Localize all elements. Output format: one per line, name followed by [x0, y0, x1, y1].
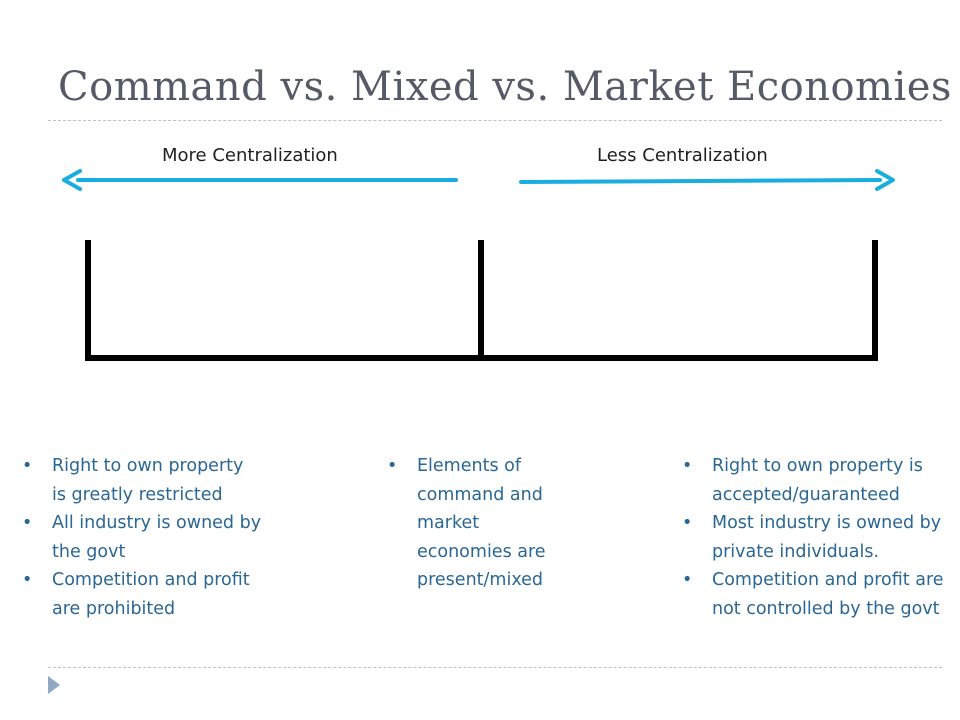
right-arrow — [519, 169, 895, 191]
list-item: Competition and profit are prohibited — [22, 566, 262, 623]
list-item: Elements of command and market economies… — [387, 452, 567, 595]
less-centralization-label: Less Centralization — [597, 145, 768, 166]
footer-divider — [48, 667, 942, 668]
title-divider — [48, 120, 942, 121]
list-item: Right to own property is greatly restric… — [22, 452, 262, 509]
list-item: Most industry is owned by private indivi… — [682, 509, 950, 566]
mixed-economy-list: Elements of command and market economies… — [387, 452, 567, 595]
more-centralization-label: More Centralization — [162, 145, 338, 166]
list-item: Right to own property is accepted/guaran… — [682, 452, 950, 509]
triangle-right-icon[interactable] — [46, 674, 62, 696]
economy-scale — [85, 240, 878, 361]
market-economy-list: Right to own property is accepted/guaran… — [682, 452, 950, 623]
left-arrow — [62, 169, 458, 191]
command-economy-list: Right to own property is greatly restric… — [22, 452, 262, 623]
list-item: All industry is owned by the govt — [22, 509, 262, 566]
slide-title: Command vs. Mixed vs. Market Economies — [58, 64, 952, 110]
list-item: Competition and profit are not controlle… — [682, 566, 950, 623]
